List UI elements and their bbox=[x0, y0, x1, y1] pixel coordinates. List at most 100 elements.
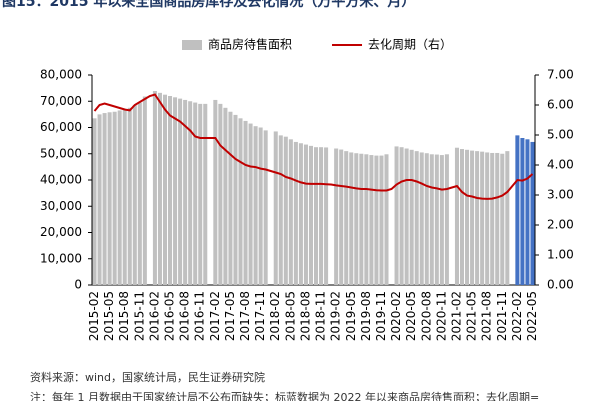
bar bbox=[127, 107, 132, 285]
bar bbox=[278, 135, 283, 285]
x-tick-label: 2018-11 bbox=[314, 291, 328, 341]
bar bbox=[459, 149, 465, 285]
x-tick-label: 2019-11 bbox=[374, 291, 388, 341]
bar bbox=[470, 150, 475, 285]
legend-swatch bbox=[182, 40, 202, 50]
bar bbox=[399, 147, 404, 285]
bar bbox=[137, 102, 142, 285]
y2-tick-label: 0.00 bbox=[547, 278, 574, 292]
y2-tick-label: 6.00 bbox=[547, 98, 574, 112]
bar bbox=[298, 143, 303, 285]
bar bbox=[142, 96, 147, 286]
x-tick-label: 2016-05 bbox=[163, 291, 177, 341]
bar bbox=[193, 102, 198, 285]
x-tick-label: 2020-11 bbox=[434, 291, 448, 341]
bar bbox=[429, 154, 434, 285]
legend-label: 商品房待售面积 bbox=[208, 37, 292, 52]
x-tick-label: 2017-05 bbox=[223, 291, 237, 341]
bar bbox=[409, 149, 414, 285]
x-tick-label: 2022-02 bbox=[510, 291, 524, 341]
bar bbox=[319, 147, 324, 285]
bar bbox=[243, 120, 248, 285]
x-tick-label: 2015-08 bbox=[117, 291, 131, 341]
bar bbox=[394, 146, 399, 285]
bar bbox=[525, 139, 530, 285]
bar bbox=[485, 152, 490, 285]
bar bbox=[424, 153, 429, 285]
bar bbox=[339, 149, 344, 285]
bar bbox=[168, 96, 173, 285]
bar bbox=[233, 114, 238, 286]
x-tick-label: 2015-11 bbox=[132, 291, 146, 341]
bar bbox=[369, 155, 374, 285]
bar bbox=[152, 91, 157, 285]
source: 资料来源：wind，国家统计局，民生证券研究院 bbox=[30, 370, 265, 384]
bar bbox=[444, 154, 449, 285]
bar bbox=[359, 153, 364, 285]
x-tick-label: 2021-05 bbox=[465, 291, 479, 341]
chart-title: 图15：2015 年以来全国商品房库存及去化情况（万平方米、月） bbox=[2, 0, 415, 10]
bar bbox=[157, 92, 162, 285]
y-tick-label: 0 bbox=[74, 278, 82, 292]
y2-tick-label: 4.00 bbox=[547, 158, 574, 172]
x-tick-label: 2016-11 bbox=[193, 291, 207, 341]
bar bbox=[465, 149, 470, 285]
bar bbox=[258, 127, 263, 285]
bar bbox=[308, 145, 313, 285]
bar bbox=[188, 101, 193, 285]
x-tick-label: 2021-11 bbox=[495, 291, 509, 341]
x-tick-label: 2017-11 bbox=[253, 291, 267, 341]
x-tick-label: 2015-02 bbox=[87, 291, 101, 341]
bar bbox=[454, 147, 459, 285]
x-tick-label: 2016-02 bbox=[147, 291, 161, 341]
bar bbox=[218, 103, 223, 285]
bar bbox=[480, 151, 485, 285]
bar bbox=[490, 152, 495, 285]
bar bbox=[132, 105, 137, 285]
x-tick-label: 2015-05 bbox=[102, 291, 116, 341]
bar bbox=[419, 152, 424, 285]
bar bbox=[238, 118, 243, 285]
bar bbox=[349, 152, 354, 285]
y-tick-label: 20,000 bbox=[40, 225, 82, 239]
bar bbox=[500, 153, 505, 285]
bar bbox=[384, 154, 389, 285]
line bbox=[93, 93, 534, 200]
bar bbox=[213, 99, 218, 285]
y2-tick-label: 1.00 bbox=[547, 248, 574, 262]
note: 注：每年 1 月数据由于国家统计局不公布而缺失；标蓝数据为 2022 年以来商品… bbox=[30, 390, 539, 401]
y2-tick-label: 5.00 bbox=[547, 128, 574, 142]
bar bbox=[263, 130, 268, 285]
x-tick-label: 2020-05 bbox=[404, 291, 418, 341]
bar bbox=[515, 135, 520, 285]
bar bbox=[364, 154, 369, 285]
bar bbox=[414, 151, 419, 285]
legend-label: 去化周期（右） bbox=[368, 37, 452, 52]
x-tick-label: 2022-05 bbox=[525, 291, 539, 341]
bar bbox=[203, 103, 208, 285]
y2-tick-label: 3.00 bbox=[547, 188, 574, 202]
bar bbox=[97, 114, 102, 285]
bar bbox=[288, 139, 293, 285]
bar bbox=[92, 118, 97, 285]
y-tick-label: 50,000 bbox=[40, 146, 82, 160]
bar bbox=[223, 107, 228, 285]
bar bbox=[283, 136, 288, 285]
bar bbox=[273, 131, 278, 285]
bar bbox=[107, 112, 112, 286]
x-tick-label: 2018-05 bbox=[283, 291, 297, 341]
bar bbox=[183, 99, 188, 285]
x-tick-label: 2017-08 bbox=[238, 291, 252, 341]
bar bbox=[324, 147, 329, 285]
bar bbox=[293, 141, 298, 285]
bar bbox=[354, 153, 359, 285]
bar bbox=[228, 111, 233, 285]
x-tick-label: 2016-08 bbox=[178, 291, 192, 341]
bar bbox=[439, 155, 444, 285]
bar bbox=[314, 147, 319, 285]
bar bbox=[334, 148, 339, 285]
x-tick-label: 2019-08 bbox=[359, 291, 373, 341]
x-tick-label: 2020-08 bbox=[419, 291, 433, 341]
y-tick-label: 40,000 bbox=[40, 173, 82, 187]
